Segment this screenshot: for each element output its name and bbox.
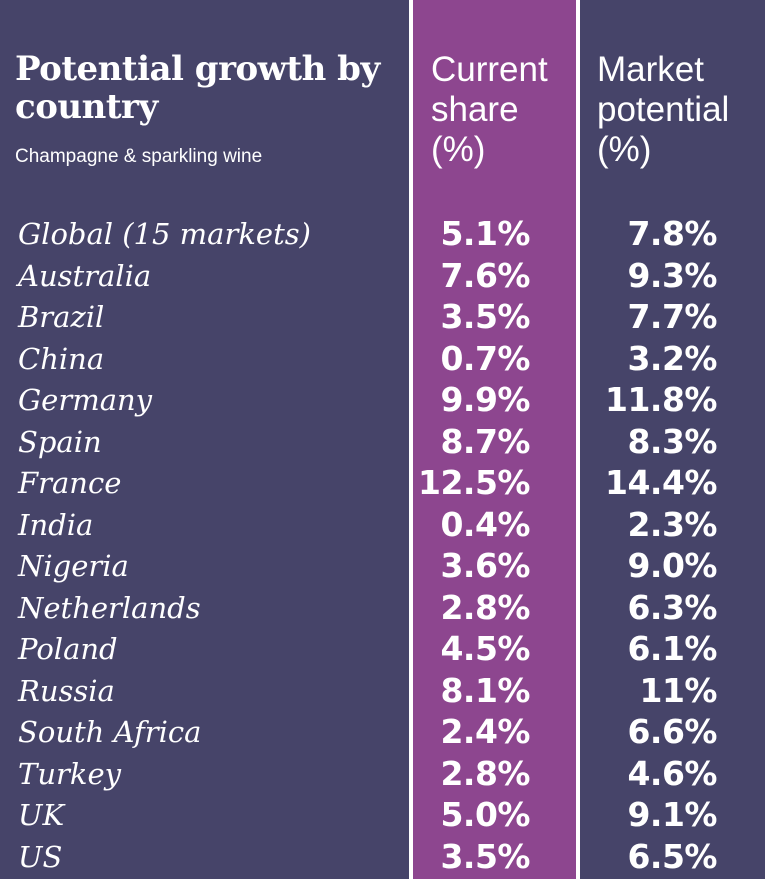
country-label: South Africa xyxy=(18,715,202,749)
current-share-column-band xyxy=(413,0,576,879)
current-share-value: 3.6% xyxy=(440,546,530,585)
country-label: Brazil xyxy=(18,300,105,334)
country-label: France xyxy=(18,466,122,500)
table-row: Turkey 2.8% 4.6% xyxy=(0,754,765,796)
column-header-market-potential: Market potential (%) xyxy=(597,50,729,170)
current-share-value: 9.9% xyxy=(440,380,530,419)
table-row: Germany 9.9% 11.8% xyxy=(0,380,765,422)
country-label: Nigeria xyxy=(18,549,129,583)
table-row: South Africa 2.4% 6.6% xyxy=(0,712,765,754)
country-label: Russia xyxy=(18,673,115,708)
column-header-line: share xyxy=(431,90,519,129)
current-share-value: 7.6% xyxy=(440,255,530,295)
current-share-value: 12.5% xyxy=(418,463,531,502)
table-row: UK 5.0% 9.1% xyxy=(0,795,765,837)
country-label: Germany xyxy=(18,383,153,417)
current-share-value: 0.7% xyxy=(440,338,530,378)
column-header-line: (%) xyxy=(597,130,652,169)
market-potential-value: 3.2% xyxy=(627,338,717,378)
current-share-value: 3.5% xyxy=(440,836,530,876)
table-row: Global (15 markets) 5.1% 7.8% xyxy=(0,214,765,256)
table-row: US 3.5% 6.5% xyxy=(0,837,765,879)
chart-title: Potential growth by country xyxy=(15,49,380,127)
table-row: Spain 8.7% 8.3% xyxy=(0,422,765,464)
country-label: China xyxy=(18,341,105,376)
market-potential-value: 7.7% xyxy=(627,297,717,336)
column-header-line: Current xyxy=(431,50,548,89)
market-potential-value: 11.8% xyxy=(605,380,718,419)
country-label: Netherlands xyxy=(18,590,201,625)
market-potential-value: 8.3% xyxy=(627,421,717,461)
current-share-value: 8.1% xyxy=(440,670,530,710)
left-panel xyxy=(0,0,409,879)
market-potential-column-band xyxy=(580,0,765,879)
market-potential-value: 9.1% xyxy=(627,795,717,834)
current-share-value: 3.5% xyxy=(440,297,530,336)
country-label: Poland xyxy=(18,632,118,666)
market-potential-value: 9.0% xyxy=(627,546,717,585)
current-share-value: 0.4% xyxy=(440,504,530,544)
market-potential-value: 14.4% xyxy=(605,463,718,502)
table-row: Brazil 3.5% 7.7% xyxy=(0,297,765,339)
column-header-current-share: Current share (%) xyxy=(431,50,548,170)
country-label: Spain xyxy=(18,424,102,459)
market-potential-value: 9.3% xyxy=(627,255,717,295)
market-potential-value: 6.1% xyxy=(627,629,717,668)
table-row: China 0.7% 3.2% xyxy=(0,339,765,381)
current-share-value: 2.8% xyxy=(440,753,530,793)
current-share-value: 8.7% xyxy=(440,421,530,461)
column-header-line: potential xyxy=(597,90,730,129)
table-row: Nigeria 3.6% 9.0% xyxy=(0,546,765,588)
market-potential-value: 4.6% xyxy=(627,753,717,793)
market-potential-value: 11% xyxy=(639,670,718,710)
country-label: Turkey xyxy=(18,756,122,791)
country-label: India xyxy=(18,507,94,542)
table-row: Poland 4.5% 6.1% xyxy=(0,629,765,671)
country-label: US xyxy=(18,839,63,874)
table-body: Global (15 markets) 5.1% 7.8% Australia … xyxy=(0,214,765,878)
current-share-value: 4.5% xyxy=(440,629,530,668)
column-header-line: Market xyxy=(597,50,704,89)
table-row: Russia 8.1% 11% xyxy=(0,671,765,713)
current-share-value: 2.4% xyxy=(440,712,530,751)
table-row: Australia 7.6% 9.3% xyxy=(0,256,765,298)
current-share-value: 5.1% xyxy=(440,214,530,253)
table-row: France 12.5% 14.4% xyxy=(0,463,765,505)
table-row: India 0.4% 2.3% xyxy=(0,505,765,547)
country-label: Global (15 markets) xyxy=(18,217,311,251)
current-share-value: 2.8% xyxy=(440,587,530,627)
column-header-line: (%) xyxy=(431,130,486,169)
market-potential-value: 6.5% xyxy=(627,836,717,876)
market-potential-value: 6.6% xyxy=(627,712,717,751)
table-row: Netherlands 2.8% 6.3% xyxy=(0,588,765,630)
market-potential-value: 7.8% xyxy=(627,214,717,253)
country-label: UK xyxy=(18,798,65,832)
current-share-value: 5.0% xyxy=(440,795,530,834)
market-potential-value: 6.3% xyxy=(627,587,717,627)
market-potential-value: 2.3% xyxy=(627,504,717,544)
chart-subtitle: Champagne & sparkling wine xyxy=(15,146,263,167)
country-label: Australia xyxy=(18,258,152,293)
